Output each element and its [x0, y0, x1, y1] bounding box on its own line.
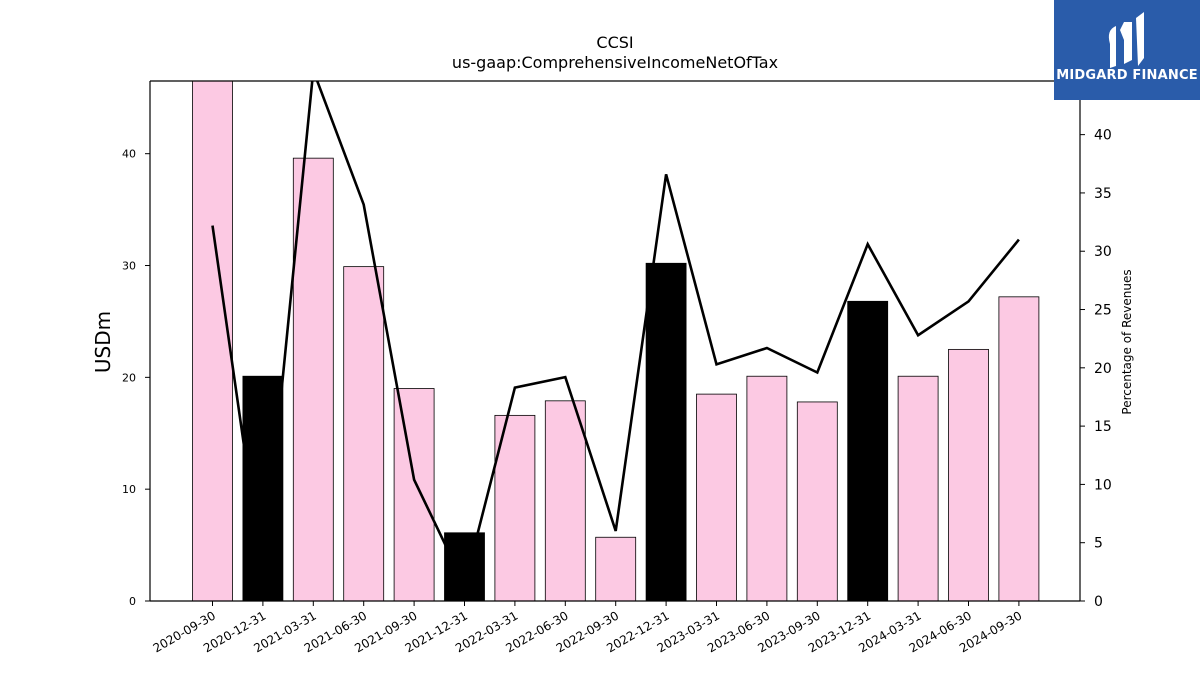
y-tick-label-right: 5 — [1094, 536, 1103, 552]
logo-mark-icon — [1108, 12, 1144, 68]
bar-2023-12-31 — [847, 300, 889, 602]
y-axis-label-right: Percentage of Revenues — [1120, 269, 1134, 414]
bar-2022-06-30 — [544, 400, 586, 602]
chart-subtitle: us-gaap:ComprehensiveIncomeNetOfTax — [452, 53, 778, 72]
bar-2021-09-30 — [393, 388, 435, 602]
percentage-line — [211, 81, 1020, 589]
bar-2021-03-31 — [292, 157, 334, 602]
y-tick-label-right: 30 — [1094, 244, 1112, 260]
y-tick-label-right: 35 — [1094, 186, 1112, 202]
bar-2021-12-31 — [444, 532, 485, 602]
line-group — [211, 81, 1020, 589]
bar-group — [192, 80, 1040, 602]
y-tick-label-left: 40 — [122, 148, 136, 161]
midgard-finance-logo: MIDGARD FINANCE — [1054, 0, 1200, 100]
bar-2020-09-30 — [192, 80, 233, 602]
bar-2022-12-31 — [645, 262, 687, 602]
y-tick-label-right: 40 — [1094, 128, 1112, 144]
bar-2022-09-30 — [595, 536, 637, 602]
y-tick-label-right: 0 — [1094, 594, 1103, 610]
bar-2023-03-31 — [696, 393, 737, 602]
y-tick-label-left: 20 — [122, 371, 136, 384]
bar-2024-09-30 — [998, 296, 1040, 602]
bar-2021-06-30 — [343, 266, 385, 602]
y-tick-label-right: 25 — [1094, 303, 1112, 319]
bar-2024-06-30 — [948, 348, 989, 602]
chart-title: CCSI — [596, 33, 633, 52]
y-tick-label-left: 0 — [129, 595, 136, 608]
y-tick-label-right: 20 — [1094, 361, 1112, 377]
logo-text: MIDGARD FINANCE — [1056, 68, 1198, 83]
bar-2023-06-30 — [746, 375, 788, 602]
y-tick-label-right: 15 — [1094, 419, 1112, 435]
y-axis-label-left: USDm — [91, 311, 115, 373]
bar-2023-09-30 — [796, 401, 838, 602]
bar-2024-03-31 — [897, 375, 939, 602]
y-tick-label-left: 30 — [122, 260, 136, 273]
y-tick-label-left: 10 — [122, 483, 136, 496]
y-tick-label-right: 10 — [1094, 477, 1112, 493]
